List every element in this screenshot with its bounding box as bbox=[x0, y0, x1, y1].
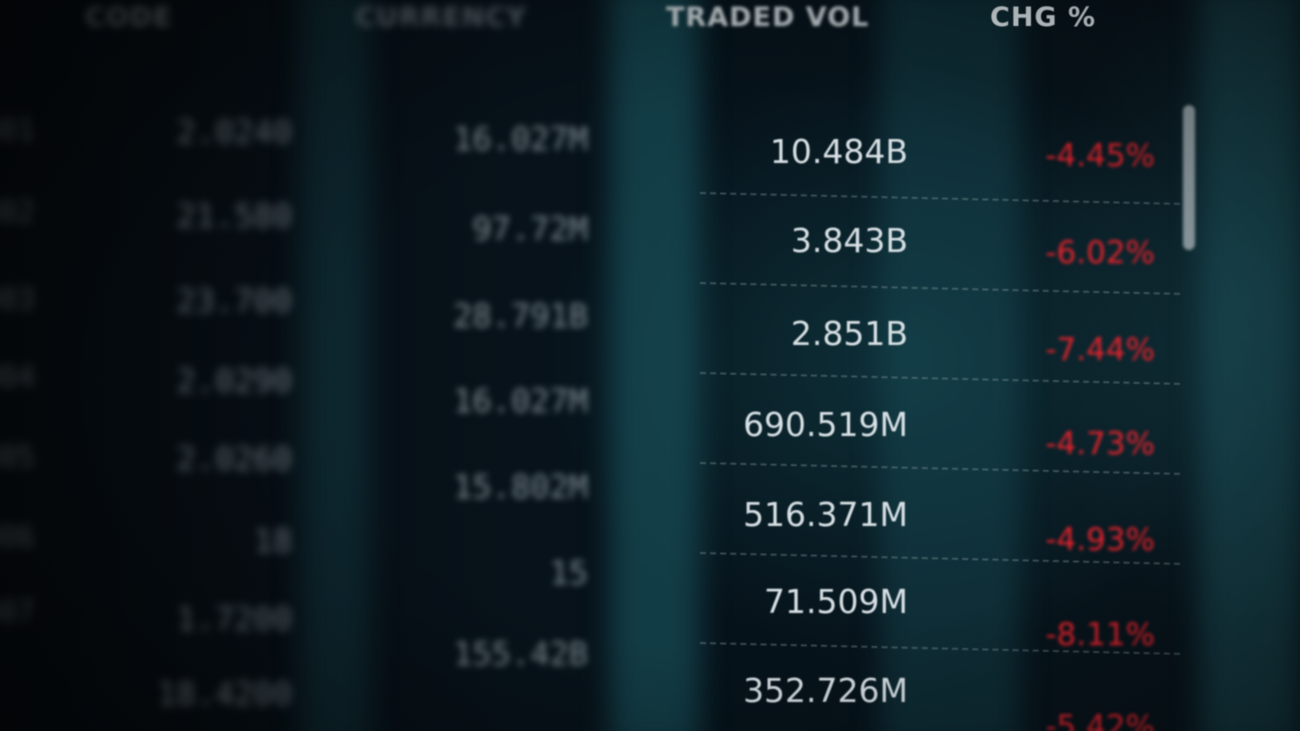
row-value-a: 1.7200 bbox=[176, 600, 292, 638]
row-code: 003 bbox=[0, 282, 35, 317]
row-value-b: 28.791B bbox=[453, 297, 588, 335]
row-value-b: 16.027M bbox=[453, 382, 588, 420]
column-header-code: CODE bbox=[85, 2, 173, 33]
table-row: 004 2.0290 16.027M 690.519M -4.73% bbox=[0, 360, 1300, 462]
column-header-chg: CHG % bbox=[990, 2, 1097, 33]
row-chg: -4.45% bbox=[1045, 138, 1155, 174]
row-chg: -6.02% bbox=[1045, 235, 1155, 271]
row-traded-vol: 10.484B bbox=[769, 132, 908, 171]
row-code: 005 bbox=[0, 440, 35, 475]
row-value-b: 15 bbox=[549, 554, 588, 592]
row-code: 002 bbox=[0, 195, 35, 230]
table-row: 002 21.580 97.72M 3.843B -6.02% bbox=[0, 195, 1300, 285]
scrollbar-thumb[interactable] bbox=[1183, 105, 1195, 250]
row-value-a: 18 bbox=[253, 522, 292, 560]
row-value-a: 2.0260 bbox=[176, 440, 292, 478]
row-code: 006 bbox=[0, 520, 35, 555]
row-value-a: 23.700 bbox=[176, 282, 292, 320]
row-value-a: 2.0290 bbox=[176, 362, 292, 400]
table-row: 003 23.700 28.791B 2.851B -7.44% bbox=[0, 280, 1300, 370]
row-value-b: 97.72M bbox=[472, 210, 588, 248]
row-traded-vol: 2.851B bbox=[790, 314, 908, 353]
row-traded-vol: 3.843B bbox=[790, 221, 908, 260]
table-row: 001 2.0240 16.027M 10.484B -4.45% bbox=[0, 105, 1300, 195]
table-row: 18.4200 bbox=[0, 670, 1300, 731]
row-value-a: 21.580 bbox=[176, 197, 292, 235]
row-traded-vol: 690.519M bbox=[743, 405, 908, 444]
column-header-currency: CURRENCY bbox=[355, 2, 527, 33]
table-row: 005 2.0260 15.802M 516.371M -4.93% bbox=[0, 440, 1300, 558]
row-value-a: 2.0240 bbox=[176, 113, 292, 151]
column-header-traded-vol: TRADED VOL bbox=[666, 2, 870, 33]
row-value-b: 155.42B bbox=[453, 635, 588, 673]
row-value-b: 16.027M bbox=[453, 120, 588, 158]
row-code: 001 bbox=[0, 113, 35, 148]
row-value-b: 15.802M bbox=[453, 468, 588, 506]
row-code: 004 bbox=[0, 360, 35, 395]
row-code: 007 bbox=[0, 595, 35, 630]
row-value-a: 18.4200 bbox=[157, 675, 292, 713]
